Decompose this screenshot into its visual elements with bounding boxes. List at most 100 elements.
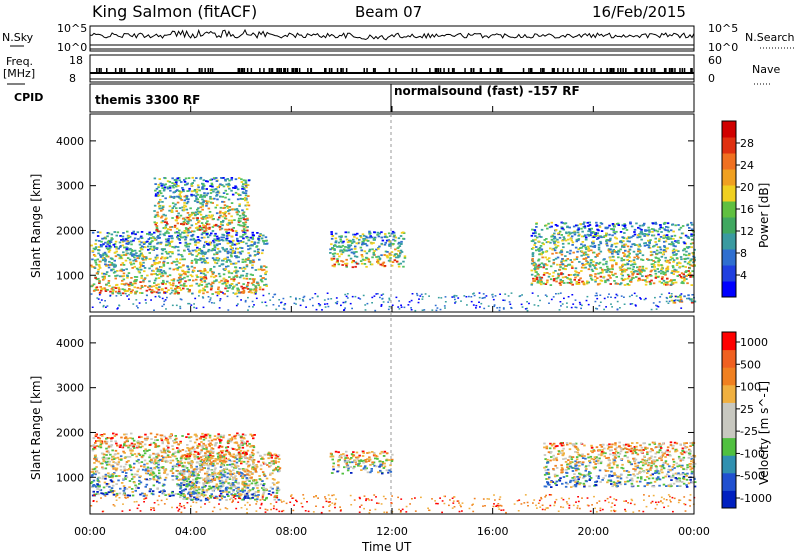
power-mark-2534 (676, 275, 679, 277)
power-mark-2345 (596, 255, 599, 257)
freq-panel: Freq. [MHz] 18 8 60 0 Nave (3, 54, 780, 85)
power-mark-955 (215, 235, 219, 238)
power-mark-593 (187, 248, 190, 251)
power-mark-239 (245, 272, 249, 275)
power-mark-1129 (184, 244, 187, 247)
power-mark-1627 (196, 226, 199, 229)
power-mark-2593 (535, 236, 539, 239)
power-mark-631 (195, 260, 198, 263)
power-mark-1432 (196, 193, 199, 196)
power-near-mark-196 (472, 304, 475, 306)
power-mark-1173 (203, 259, 206, 262)
power-mark-1656 (165, 221, 168, 224)
power-mark-2725 (596, 234, 599, 237)
velocity-mark-685 (217, 488, 220, 491)
power-mark-688 (131, 232, 134, 235)
power-mark-2702 (582, 245, 585, 248)
velocity-mark-92 (162, 456, 165, 459)
power-mark-1455 (183, 180, 187, 183)
power-mark-1718 (155, 228, 159, 231)
power-mark-1119 (254, 288, 258, 291)
power-mark-2296 (530, 248, 534, 250)
power-mark-1313 (178, 229, 181, 232)
velocity-mark-500 (112, 473, 115, 475)
power-mark-844 (197, 241, 200, 244)
power-mark-1885 (340, 253, 343, 256)
power-mark-462 (240, 235, 244, 238)
power-mark-961 (174, 287, 177, 290)
power-mark-1876 (368, 230, 371, 233)
power-mark-1271 (230, 202, 234, 204)
velocity-mark-185 (238, 457, 242, 460)
power-near-mark-330 (388, 305, 391, 308)
power-mark-178 (198, 248, 201, 250)
power-mark-2729 (568, 252, 572, 255)
velocity-mark-673 (164, 438, 167, 441)
power-near-mark-264 (491, 293, 494, 296)
power-near-mark-252 (537, 305, 540, 307)
power-mark-2871 (559, 280, 562, 282)
power-mark-1902 (367, 258, 370, 261)
velocity-mark-256 (184, 488, 187, 491)
power-mark-3001 (609, 277, 612, 279)
power-near-mark-190 (161, 297, 164, 300)
power-mark-3249 (693, 300, 697, 303)
power-mark-2741 (557, 274, 560, 277)
velocity-mark-439 (185, 467, 189, 469)
power-mark-3106 (622, 263, 625, 266)
power-mark-2050 (340, 260, 343, 262)
velocity-mark-944 (119, 455, 123, 458)
power-mark-801 (200, 261, 204, 264)
power-mark-405 (123, 290, 127, 293)
power-mark-2446 (672, 273, 675, 275)
velocity-mark-407 (188, 449, 191, 452)
power-near-mark-140 (599, 301, 602, 303)
power-mark-1550 (171, 217, 174, 219)
power-mark-2638 (641, 275, 644, 277)
power-mark-1963 (352, 260, 355, 262)
velocity-mark-708 (222, 434, 226, 437)
power-mark-692 (155, 254, 159, 257)
power-mark-1505 (199, 176, 203, 179)
power-near-mark-99 (100, 299, 103, 301)
power-mark-2313 (591, 270, 595, 272)
power-mark-1350 (223, 212, 227, 215)
velocity-mark-169 (157, 463, 160, 466)
nave-dot-83 (473, 68, 475, 72)
power-mark-163 (229, 260, 232, 263)
power-mark-2736 (564, 276, 567, 278)
power-mark-2781 (543, 272, 546, 274)
power-mark-2291 (548, 260, 551, 263)
power-mark-1354 (157, 202, 160, 205)
power-mark-1049 (190, 259, 194, 262)
power-mark-1977 (331, 264, 335, 267)
power-mark-2322 (649, 282, 652, 285)
power-mark-312 (216, 243, 219, 246)
power-near-mark-5 (607, 296, 609, 298)
power-mark-2272 (654, 221, 657, 224)
power-mark-2481 (647, 233, 651, 236)
power-mark-3212 (631, 243, 634, 246)
power-mark-414 (242, 266, 246, 269)
power-mark-3075 (607, 274, 610, 277)
velocity-mark-217 (156, 452, 160, 455)
power-mark-2045 (355, 237, 359, 240)
power-mark-2518 (579, 223, 582, 225)
power-mark-1625 (208, 216, 212, 219)
power-mark-1219 (152, 245, 156, 248)
power-mark-2694 (589, 274, 592, 276)
velocity-mark-157 (208, 445, 211, 447)
velocity-mark-548 (107, 475, 110, 477)
power-mark-863 (128, 235, 132, 238)
velocity-mark-659 (226, 446, 230, 448)
power-mark-1682 (201, 217, 204, 220)
power-mark-1117 (109, 241, 113, 243)
power-mark-144 (137, 257, 141, 260)
velocity-mark-578 (100, 492, 103, 495)
power-mark-2099 (362, 234, 366, 237)
power-mark-1588 (227, 219, 231, 222)
power-mark-1905 (353, 255, 357, 258)
power-mark-1708 (234, 230, 238, 232)
power-mark-2737 (686, 224, 689, 227)
power-mark-2426 (567, 234, 570, 237)
